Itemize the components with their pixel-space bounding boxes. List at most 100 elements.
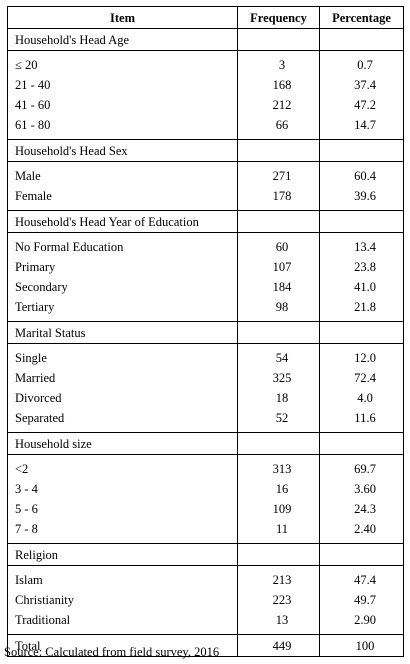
- row-frequency: 212: [237, 95, 320, 115]
- section-header-row: Marital Status: [7, 321, 404, 344]
- section-title: Religion: [7, 543, 238, 566]
- row-frequency: 3: [237, 50, 320, 75]
- table-row: 3 - 4 16 3.60: [7, 479, 404, 499]
- row-percentage: 4.0: [319, 388, 404, 408]
- row-frequency: 178: [237, 186, 320, 211]
- empty-cell: [237, 543, 320, 566]
- row-label: <2: [7, 454, 238, 479]
- table-row: Secondary 184 41.0: [7, 277, 404, 297]
- empty-cell: [319, 432, 404, 455]
- empty-cell: [319, 321, 404, 344]
- empty-cell: [237, 210, 320, 233]
- row-label: Christianity: [7, 590, 238, 610]
- row-frequency: 54: [237, 343, 320, 368]
- row-percentage: 14.7: [319, 115, 404, 140]
- table-row: Male 271 60.4: [7, 161, 404, 186]
- row-percentage: 72.4: [319, 368, 404, 388]
- row-frequency: 223: [237, 590, 320, 610]
- table-row: Christianity 223 49.7: [7, 590, 404, 610]
- section-header-row: Household's Head Year of Education: [7, 210, 404, 233]
- row-frequency: 107: [237, 257, 320, 277]
- row-frequency: 168: [237, 75, 320, 95]
- row-label: 41 - 60: [7, 95, 238, 115]
- row-frequency: 213: [237, 565, 320, 590]
- row-frequency: 271: [237, 161, 320, 186]
- section-header-row: Household's Head Sex: [7, 139, 404, 162]
- row-frequency: 325: [237, 368, 320, 388]
- row-percentage: 2.90: [319, 610, 404, 635]
- row-frequency: 109: [237, 499, 320, 519]
- table-container: Item Frequency Percentage Household's He…: [7, 6, 404, 657]
- row-frequency: 16: [237, 479, 320, 499]
- row-percentage: 60.4: [319, 161, 404, 186]
- header-frequency: Frequency: [237, 6, 320, 29]
- empty-cell: [237, 321, 320, 344]
- row-frequency: 52: [237, 408, 320, 433]
- row-percentage: 24.3: [319, 499, 404, 519]
- table-row: Single 54 12.0: [7, 343, 404, 368]
- total-row: Total 449 100: [7, 634, 404, 657]
- row-percentage: 3.60: [319, 479, 404, 499]
- row-frequency: 98: [237, 297, 320, 322]
- table-row: <2 313 69.7: [7, 454, 404, 479]
- row-label: No Formal Education: [7, 232, 238, 257]
- row-label: 61 - 80: [7, 115, 238, 140]
- section-header-row: Religion: [7, 543, 404, 566]
- table-row: Divorced 18 4.0: [7, 388, 404, 408]
- table-row: ≤ 20 3 0.7: [7, 50, 404, 75]
- demographics-table: Item Frequency Percentage Household's He…: [7, 6, 404, 657]
- row-label: Male: [7, 161, 238, 186]
- row-frequency: 184: [237, 277, 320, 297]
- row-frequency: 13: [237, 610, 320, 635]
- row-percentage: 69.7: [319, 454, 404, 479]
- row-label: 5 - 6: [7, 499, 238, 519]
- row-percentage: 41.0: [319, 277, 404, 297]
- row-percentage: 49.7: [319, 590, 404, 610]
- row-percentage: 2.40: [319, 519, 404, 544]
- row-percentage: 11.6: [319, 408, 404, 433]
- row-label: Tertiary: [7, 297, 238, 322]
- row-label: 21 - 40: [7, 75, 238, 95]
- section-header-row: Household size: [7, 432, 404, 455]
- header-row: Item Frequency Percentage: [7, 6, 404, 29]
- row-percentage: 13.4: [319, 232, 404, 257]
- section-title: Household's Head Year of Education: [7, 210, 238, 233]
- empty-cell: [319, 210, 404, 233]
- table-row: Tertiary 98 21.8: [7, 297, 404, 322]
- section-title: Household's Head Age: [7, 28, 238, 51]
- total-percentage: 100: [319, 634, 404, 657]
- row-percentage: 12.0: [319, 343, 404, 368]
- header-item: Item: [7, 6, 238, 29]
- row-label: Secondary: [7, 277, 238, 297]
- empty-cell: [319, 543, 404, 566]
- row-label: Traditional: [7, 610, 238, 635]
- row-percentage: 39.6: [319, 186, 404, 211]
- header-percentage: Percentage: [319, 6, 404, 29]
- table-row: Traditional 13 2.90: [7, 610, 404, 635]
- row-label: Female: [7, 186, 238, 211]
- total-label: Total: [7, 634, 238, 657]
- row-frequency: 313: [237, 454, 320, 479]
- row-label: Single: [7, 343, 238, 368]
- row-label: 7 - 8: [7, 519, 238, 544]
- table-row: Islam 213 47.4: [7, 565, 404, 590]
- section-title: Household size: [7, 432, 238, 455]
- empty-cell: [319, 139, 404, 162]
- row-label: Islam: [7, 565, 238, 590]
- table-row: 41 - 60 212 47.2: [7, 95, 404, 115]
- table-row: Married 325 72.4: [7, 368, 404, 388]
- row-label: Divorced: [7, 388, 238, 408]
- table-row: 5 - 6 109 24.3: [7, 499, 404, 519]
- empty-cell: [319, 28, 404, 51]
- row-label: ≤ 20: [7, 50, 238, 75]
- row-label: 3 - 4: [7, 479, 238, 499]
- section-title: Household's Head Sex: [7, 139, 238, 162]
- row-label: Married: [7, 368, 238, 388]
- table-row: 7 - 8 11 2.40: [7, 519, 404, 544]
- row-label: Primary: [7, 257, 238, 277]
- total-frequency: 449: [237, 634, 320, 657]
- row-percentage: 37.4: [319, 75, 404, 95]
- section-header-row: Household's Head Age: [7, 28, 404, 51]
- empty-cell: [237, 28, 320, 51]
- row-percentage: 0.7: [319, 50, 404, 75]
